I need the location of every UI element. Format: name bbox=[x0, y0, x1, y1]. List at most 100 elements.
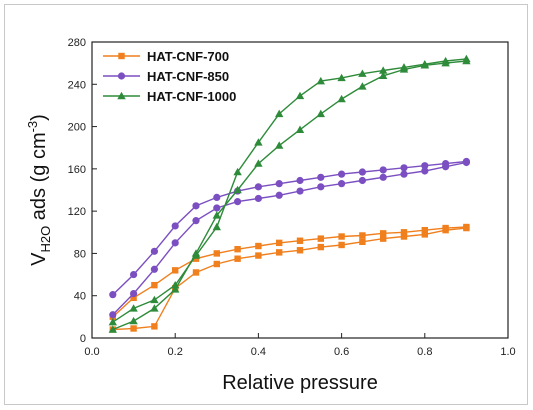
adsorption-point bbox=[171, 239, 179, 247]
desorption-point bbox=[380, 230, 387, 237]
adsorption-point bbox=[213, 204, 221, 212]
desorption-point bbox=[317, 235, 324, 242]
legend-label: HAT-CNF-850 bbox=[147, 69, 229, 84]
adsorption-point bbox=[317, 183, 325, 191]
desorption-point bbox=[379, 66, 388, 74]
legend-label: HAT-CNF-700 bbox=[147, 49, 229, 64]
series-hat-cnf-1000 bbox=[108, 54, 471, 333]
desorption-point bbox=[130, 294, 137, 302]
x-tick-label: 1.0 bbox=[500, 346, 515, 358]
adsorption-point bbox=[379, 173, 387, 181]
legend-marker bbox=[117, 72, 126, 80]
desorption-point bbox=[254, 183, 262, 191]
desorption-point bbox=[462, 54, 471, 63]
desorption-point bbox=[172, 267, 179, 274]
y-tick-label: 80 bbox=[74, 248, 86, 260]
desorption-point bbox=[150, 247, 158, 255]
desorption-point bbox=[275, 109, 284, 118]
desorption-point bbox=[192, 202, 200, 210]
desorption-point bbox=[400, 229, 408, 236]
adsorption-point bbox=[400, 170, 408, 178]
adsorption-point bbox=[129, 316, 138, 325]
desorption-point bbox=[442, 224, 449, 232]
desorption-point bbox=[400, 164, 408, 172]
desorption-point bbox=[296, 176, 304, 185]
desorption-point bbox=[420, 60, 429, 68]
adsorption-point bbox=[421, 167, 429, 175]
adsorption-point bbox=[275, 191, 283, 199]
adsorption-point bbox=[108, 325, 117, 333]
adsorption-point bbox=[212, 211, 221, 219]
adsorption-line bbox=[112, 227, 467, 331]
desorption-point bbox=[317, 173, 325, 181]
y-axis-title-superscript: -3 bbox=[25, 121, 40, 133]
desorption-point bbox=[379, 166, 387, 174]
adsorption-point bbox=[213, 260, 220, 268]
desorption-point bbox=[130, 270, 138, 279]
y-tick-label: 280 bbox=[68, 37, 86, 49]
desorption-point bbox=[442, 159, 450, 168]
adsorption-point bbox=[316, 109, 325, 118]
desorption-point bbox=[338, 170, 346, 178]
x-tick-label: 0.0 bbox=[84, 346, 99, 358]
adsorption-point bbox=[337, 94, 346, 103]
y-tick-label: 40 bbox=[74, 291, 86, 303]
adsorption-point bbox=[254, 194, 262, 203]
desorption-point bbox=[129, 304, 138, 312]
adsorption-point bbox=[254, 159, 263, 167]
desorption-line bbox=[112, 226, 467, 318]
desorption-point bbox=[150, 295, 159, 304]
desorption-point bbox=[151, 281, 158, 289]
adsorption-point bbox=[358, 176, 366, 185]
desorption-point bbox=[441, 56, 450, 65]
adsorption-point bbox=[234, 198, 242, 206]
legend-label: HAT-CNF-1000 bbox=[147, 89, 236, 104]
desorption-point bbox=[276, 239, 283, 247]
x-axis-title: Relative pressure bbox=[222, 372, 378, 394]
adsorption-point bbox=[192, 217, 200, 225]
adsorption-point bbox=[150, 265, 158, 273]
adsorption-point bbox=[171, 285, 180, 293]
adsorption-point bbox=[296, 247, 304, 254]
desorption-line bbox=[112, 160, 467, 296]
adsorption-point bbox=[338, 241, 345, 249]
x-tick-label: 0.2 bbox=[168, 346, 183, 358]
adsorption-point bbox=[275, 141, 284, 149]
desorption-point bbox=[213, 250, 220, 257]
legend-marker bbox=[117, 91, 126, 100]
desorption-point bbox=[109, 291, 117, 299]
y-axis-title-text: ads (g cm bbox=[28, 132, 50, 225]
desorption-point bbox=[358, 168, 366, 176]
series-hat-cnf-700 bbox=[109, 223, 470, 333]
y-tick-label: 0 bbox=[80, 333, 86, 345]
adsorption-point bbox=[358, 82, 367, 90]
adsorption-point bbox=[150, 304, 159, 312]
adsorption-point bbox=[151, 323, 158, 330]
adsorption-point bbox=[255, 252, 262, 259]
desorption-point bbox=[233, 167, 242, 176]
adsorption-point bbox=[233, 185, 242, 194]
desorption-point bbox=[254, 138, 263, 146]
desorption-point bbox=[295, 91, 305, 100]
series-layer bbox=[108, 54, 471, 333]
desorption-point bbox=[212, 222, 221, 231]
adsorption-point bbox=[276, 249, 283, 256]
desorption-point bbox=[337, 73, 346, 82]
y-axis-title: VH2O ads (g cm-3) bbox=[25, 114, 53, 266]
legend-marker bbox=[118, 52, 125, 60]
adsorption-point bbox=[338, 180, 346, 188]
desorption-point bbox=[421, 226, 428, 234]
desorption-point bbox=[191, 251, 201, 259]
adsorption-point bbox=[296, 187, 304, 195]
adsorption-point bbox=[400, 233, 408, 240]
desorption-point bbox=[275, 180, 283, 188]
legend: HAT-CNF-700 HAT-CNF-850 HAT-CNF-1000 bbox=[103, 49, 236, 104]
adsorption-point bbox=[380, 235, 387, 242]
y-tick-label: 120 bbox=[68, 206, 86, 218]
desorption-point bbox=[316, 76, 325, 85]
adsorption-point bbox=[192, 269, 200, 276]
desorption-point bbox=[171, 222, 179, 230]
desorption-point bbox=[359, 232, 366, 239]
x-tick-label: 0.4 bbox=[251, 346, 266, 358]
